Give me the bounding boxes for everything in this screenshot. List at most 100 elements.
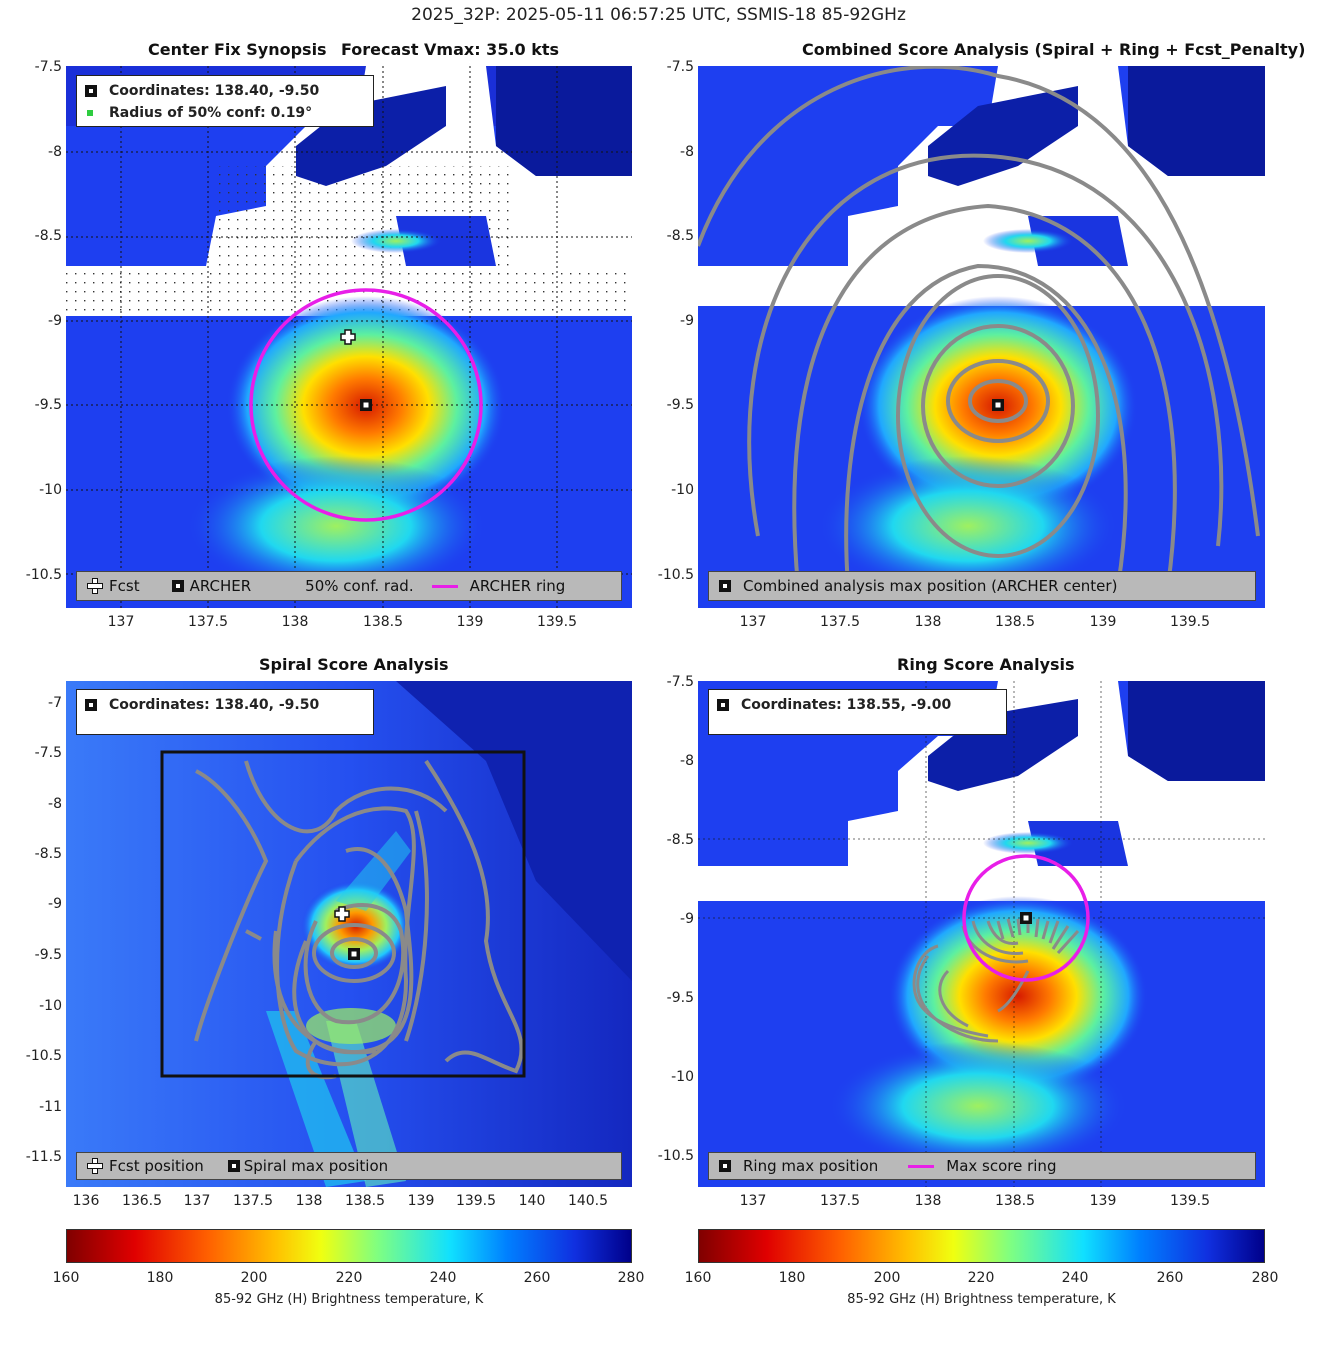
ring-title: Ring Score Analysis [897, 655, 1075, 674]
combined-legend: Combined analysis max position (ARCHER c… [708, 571, 1256, 601]
x-tick: 140.5 [567, 1193, 609, 1209]
x-tick: 139 [456, 614, 484, 630]
legend-spiral-max: Spiral max position [243, 1157, 389, 1175]
x-tick: 138.5 [994, 1193, 1036, 1209]
legend-archer: ARCHER [189, 577, 252, 595]
x-tick: 140 [518, 1193, 546, 1209]
cbar-tick: 260 [1156, 1270, 1184, 1286]
x-tick: 139 [1089, 614, 1117, 630]
ring-square-icon [717, 699, 729, 711]
y-tick: -9.5 [666, 397, 694, 413]
x-tick: 137.5 [232, 1193, 274, 1209]
ring-max-marker [1020, 912, 1032, 924]
y-tick: -9.5 [34, 397, 62, 413]
y-tick: -10.5 [25, 1048, 62, 1064]
y-tick: -8.5 [666, 832, 694, 848]
synopsis-radius: Radius of 50% conf: 0.19° [109, 105, 313, 121]
combined-title: Combined Score Analysis (Spiral + Ring +… [802, 40, 1306, 59]
y-tick: -10.5 [657, 567, 694, 583]
spiral-coordinates: Coordinates: 138.40, -9.50 [109, 697, 320, 713]
legend-ring-max: Ring max position [743, 1157, 879, 1175]
y-tick: -8.5 [34, 228, 62, 244]
cbar-tick: 220 [967, 1270, 995, 1286]
conf-dot-icon [87, 110, 93, 116]
ring-coordinates: Coordinates: 138.55, -9.00 [741, 697, 952, 713]
x-tick: 137.5 [819, 614, 861, 630]
archer-ring [249, 288, 483, 522]
y-tick: -10.5 [657, 1148, 694, 1164]
fcst-marker [340, 329, 356, 345]
y-tick: -9 [48, 896, 62, 912]
combined-plot [698, 66, 1265, 608]
spiral-max-marker [348, 948, 360, 960]
y-tick: -7 [48, 695, 62, 711]
y-tick: -10 [671, 482, 694, 498]
cbar-tick: 240 [429, 1270, 457, 1286]
y-tick: -10 [671, 1069, 694, 1085]
y-tick: -9 [680, 911, 694, 927]
colorbar-label-right: 85-92 GHz (H) Brightness temperature, K [847, 1292, 1116, 1307]
synopsis-coordinates: Coordinates: 138.40, -9.50 [109, 83, 320, 99]
x-tick: 138.5 [994, 614, 1036, 630]
x-tick: 136 [72, 1193, 100, 1209]
archer-square-icon [85, 85, 97, 97]
legend-ring: ARCHER ring [469, 577, 566, 595]
cbar-tick: 260 [523, 1270, 551, 1286]
y-tick: -8.5 [34, 846, 62, 862]
x-tick: 139.5 [536, 614, 578, 630]
fcst-plus-icon [87, 578, 103, 594]
max-score-ring [962, 854, 1090, 982]
combined-archer-marker [992, 399, 1004, 411]
y-tick: -8 [680, 753, 694, 769]
x-tick: 137.5 [819, 1193, 861, 1209]
cbar-tick: 200 [240, 1270, 268, 1286]
cbar-tick: 220 [335, 1270, 363, 1286]
fcst-plus-icon [87, 1158, 103, 1174]
y-tick: -7.5 [34, 745, 62, 761]
x-tick: 138.5 [344, 1193, 386, 1209]
cbar-tick: 280 [617, 1270, 645, 1286]
colorbar-left [66, 1229, 632, 1263]
cbar-tick: 160 [684, 1270, 712, 1286]
colorbar-label-left: 85-92 GHz (H) Brightness temperature, K [214, 1292, 484, 1307]
ring-plot [698, 681, 1265, 1187]
cbar-tick: 200 [873, 1270, 901, 1286]
x-tick: 138 [914, 1193, 942, 1209]
x-tick: 137 [183, 1193, 211, 1209]
archer-square-icon [719, 580, 731, 592]
archer-marker [360, 399, 372, 411]
spiral-title: Spiral Score Analysis [259, 655, 449, 674]
cbar-tick: 240 [1061, 1270, 1089, 1286]
legend-fcst: Fcst [109, 577, 140, 595]
y-tick: -8.5 [666, 228, 694, 244]
y-tick: -9 [48, 313, 62, 329]
y-tick: -7.5 [34, 59, 62, 75]
ring-line-icon [431, 584, 458, 588]
spiral-square-icon [227, 1160, 240, 1172]
spiral-legend: Fcst position Spiral max position [76, 1152, 622, 1180]
x-tick: 137.5 [187, 614, 229, 630]
ring-info-box: Coordinates: 138.55, -9.00 [708, 689, 1007, 735]
synopsis-vmax: Forecast Vmax: 35.0 kts [341, 40, 560, 59]
y-tick: -9.5 [666, 990, 694, 1006]
x-tick: 137 [739, 1193, 767, 1209]
archer-square-icon [85, 699, 97, 711]
x-tick: 137 [739, 614, 767, 630]
legend-fcst-position: Fcst position [109, 1157, 204, 1175]
spiral-plot [66, 681, 632, 1187]
x-tick: 137 [107, 614, 135, 630]
archer-square-icon [171, 580, 184, 592]
y-tick: -8 [680, 144, 694, 160]
figure-title: 2025_32P: 2025-05-11 06:57:25 UTC, SSMIS… [411, 5, 906, 25]
ring-square-icon [719, 1160, 731, 1172]
y-tick: -11 [39, 1099, 62, 1115]
y-tick: -8 [48, 796, 62, 812]
legend-conf: 50% conf. rad. [305, 577, 414, 595]
x-tick: 139.5 [1169, 614, 1211, 630]
y-tick: -9 [680, 313, 694, 329]
cbar-tick: 180 [146, 1270, 174, 1286]
cbar-tick: 280 [1251, 1270, 1279, 1286]
x-tick: 139 [407, 1193, 435, 1209]
cbar-tick: 180 [778, 1270, 806, 1286]
synopsis-title: Center Fix Synopsis [148, 40, 327, 59]
